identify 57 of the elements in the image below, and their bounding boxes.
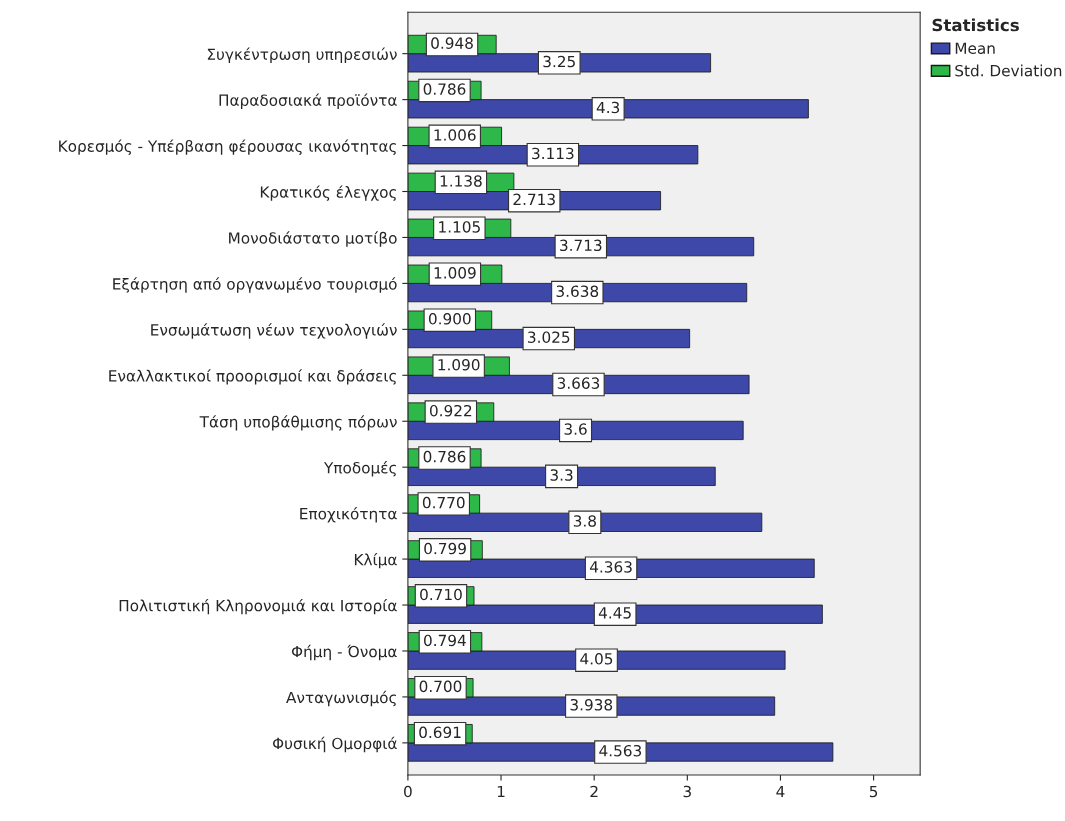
- y-tick-label: Κρατικός έλεγχος: [260, 185, 396, 201]
- data-label: 0.691: [419, 726, 461, 739]
- data-label: 3.713: [560, 239, 602, 252]
- data-label: 3.025: [528, 331, 570, 343]
- data-label: 3.938: [570, 698, 613, 711]
- data-label: 0.948: [431, 37, 473, 49]
- legend-label: Std. Deviation: [955, 64, 1062, 77]
- y-tick-label: Κλίμα: [354, 552, 397, 569]
- data-label: 3.3: [550, 469, 573, 481]
- data-label: 0.900: [428, 313, 471, 325]
- x-tick-label: 1: [497, 785, 505, 798]
- y-tick-label: Φυσική Ομορφιά: [272, 736, 397, 753]
- data-label: 0.786: [423, 83, 466, 95]
- data-label: 1.090: [438, 358, 480, 371]
- data-label: 3.25: [543, 55, 575, 68]
- y-tick-label: Κορεσμός - Υπέρβαση φέρουσας ικανότητας: [59, 139, 396, 155]
- x-tick-label: 2: [590, 785, 598, 798]
- data-label: 0.770: [422, 496, 465, 509]
- y-tick-label: Παραδοσιακά προϊόντα: [219, 93, 397, 109]
- y-tick-label: Μονοδιάστατο μοτίβο: [229, 231, 397, 247]
- x-tick-label: 5: [869, 785, 878, 798]
- y-tick-label: Υποδομές: [323, 461, 396, 477]
- y-tick-label: Συγκέντρωση υπηρεσιών: [207, 47, 397, 63]
- y-tick-label: Εποχικότητα: [300, 507, 397, 523]
- data-label: 4.3: [596, 101, 620, 114]
- legend-label: Mean: [955, 42, 995, 55]
- data-label: 4.45: [598, 607, 631, 619]
- data-label: 3.638: [556, 285, 599, 298]
- data-label: 1.105: [439, 221, 480, 233]
- y-tick-label: Εξάρτηση από οργανωμένο τουρισμό: [113, 277, 397, 293]
- x-tick-label: 3: [683, 785, 691, 798]
- data-label: 1.006: [434, 129, 476, 141]
- data-label: 4.363: [589, 561, 632, 573]
- data-label: 1.138: [440, 175, 482, 187]
- data-label: 0.786: [423, 450, 466, 463]
- data-label: 3.6: [564, 423, 587, 435]
- legend-title: Statistics: [932, 18, 1019, 32]
- data-label: 3.113: [532, 147, 574, 160]
- y-tick-label: Τάση υποβάθμισης πόρων: [199, 415, 397, 431]
- y-tick-label: Ενσωμάτωση νέων τεχνολογιών: [151, 323, 397, 339]
- data-label: 2.713: [513, 193, 555, 206]
- data-label: 0.922: [429, 404, 472, 417]
- data-label: 0.700: [419, 680, 462, 693]
- y-tick-label: Πολιτιστική Κληρονομιά και Ιστορία: [119, 598, 397, 615]
- data-label: 4.563: [599, 744, 642, 757]
- data-label: 0.710: [420, 588, 462, 601]
- data-label: 3.663: [557, 377, 600, 389]
- x-tick-label: 4: [776, 785, 785, 798]
- data-label: 1.009: [434, 267, 476, 279]
- y-tick-label: Εναλλακτικοί προορισμοί και δράσεις: [109, 369, 396, 385]
- y-tick-label: Φήμη - Όνομα: [291, 644, 397, 661]
- data-label: 3.8: [573, 515, 596, 527]
- data-label: 0.794: [424, 634, 466, 647]
- data-label: 4.05: [580, 653, 613, 665]
- x-tick-label: 0: [404, 785, 412, 798]
- data-label: 0.799: [424, 542, 466, 555]
- y-tick-label: Ανταγωνισμός: [286, 690, 396, 707]
